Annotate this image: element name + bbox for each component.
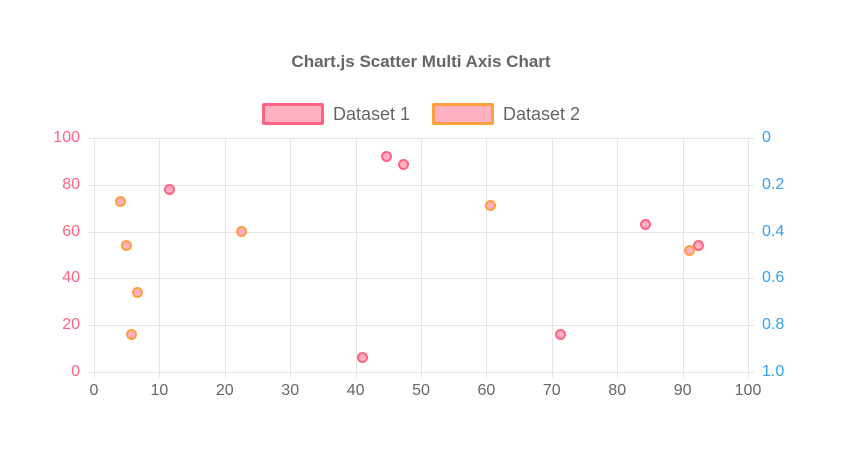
x-tick-mark	[486, 372, 488, 378]
x-tick-mark	[617, 372, 619, 378]
y-right-tick-label: 0	[762, 129, 771, 146]
scatter-point-dataset-1[interactable]	[398, 159, 410, 171]
y-right-tick-label: 0.4	[762, 222, 785, 240]
x-tick-label: 50	[412, 382, 430, 399]
x-tick-mark	[748, 372, 749, 378]
y-right-tick-mark	[748, 184, 754, 186]
legend-swatch-dataset-2	[432, 103, 494, 125]
x-tick-label: 100	[734, 382, 762, 399]
legend-item-dataset-2[interactable]: Dataset 2	[432, 103, 580, 125]
y-left-tick-mark	[88, 231, 94, 233]
scatter-point-dataset-2[interactable]	[121, 240, 133, 252]
gridline-x	[617, 138, 619, 372]
gridline-x	[290, 138, 292, 372]
y-left-tick-label: 0	[71, 363, 80, 380]
x-tick-mark	[421, 372, 422, 378]
x-tick-label: 10	[150, 382, 169, 399]
scatter-point-dataset-2[interactable]	[485, 200, 497, 212]
legend: Dataset 1 Dataset 2	[0, 101, 842, 127]
scatter-point-dataset-2[interactable]	[115, 195, 127, 207]
y-left-tick-mark	[88, 325, 94, 327]
gridline-x	[355, 138, 357, 372]
x-tick-mark	[355, 372, 357, 378]
x-tick-mark	[290, 372, 292, 378]
gridline-y	[94, 138, 748, 139]
y-left-tick-mark	[88, 138, 94, 139]
x-tick-label: 30	[281, 382, 300, 399]
gridline-y	[94, 231, 748, 233]
chart-title: Chart.js Scatter Multi Axis Chart	[291, 52, 551, 71]
y-right-tick-mark	[748, 138, 754, 139]
y-left-tick-label: 60	[62, 222, 80, 240]
y-left-tick-mark	[88, 372, 94, 373]
x-tick-label: 70	[542, 382, 561, 399]
y-left-tick-label: 80	[62, 175, 80, 193]
gridline-y	[94, 184, 748, 186]
scatter-point-dataset-2[interactable]	[684, 244, 696, 256]
y-left-tick-label: 20	[62, 316, 80, 334]
x-tick-label: 0	[89, 382, 99, 399]
legend-swatch-dataset-1	[261, 103, 324, 125]
y-right-tick-mark	[748, 372, 754, 373]
scatter-point-dataset-1[interactable]	[164, 183, 176, 195]
x-tick-mark	[94, 372, 95, 378]
gridline-x	[224, 138, 226, 372]
x-tick-label: 90	[673, 382, 692, 399]
scatter-point-dataset-1[interactable]	[356, 352, 368, 364]
x-tick-label: 80	[608, 382, 627, 399]
x-tick-mark	[551, 372, 553, 378]
x-tick-label: 60	[477, 382, 496, 399]
y-left-tick-label: 40	[62, 269, 80, 287]
scatter-point-dataset-2[interactable]	[125, 329, 137, 341]
legend-label-dataset-1: Dataset 1	[332, 104, 410, 124]
y-right-tick-label: 0.6	[762, 269, 785, 287]
gridline-x	[421, 138, 422, 372]
gridline-x	[551, 138, 553, 372]
gridline-y	[94, 325, 748, 327]
gridline-y	[94, 278, 748, 280]
gridline-x	[159, 138, 161, 372]
scatter-point-dataset-2[interactable]	[131, 286, 143, 298]
gridline-x	[748, 138, 749, 372]
gridline-x	[94, 138, 95, 372]
y-right-tick-mark	[748, 325, 754, 327]
legend-item-dataset-1[interactable]: Dataset 1	[261, 103, 410, 125]
x-tick-mark	[682, 372, 684, 378]
scatter-point-dataset-1[interactable]	[693, 240, 705, 252]
y-left-tick-mark	[88, 278, 94, 280]
gridline-x	[486, 138, 488, 372]
y-right-tick-label: 0.8	[762, 316, 785, 334]
y-right-tick-mark	[748, 278, 754, 280]
x-tick-label: 20	[215, 382, 234, 399]
y-right-tick-label: 0.2	[762, 175, 785, 193]
y-right-tick-mark	[748, 231, 754, 233]
gridline-x	[682, 138, 684, 372]
legend-label-dataset-2: Dataset 2	[503, 104, 581, 124]
y-left-tick-label: 100	[53, 129, 80, 146]
x-tick-mark	[224, 372, 226, 378]
x-tick-label: 40	[346, 382, 365, 399]
scatter-point-dataset-1[interactable]	[381, 150, 393, 162]
scatter-point-dataset-2[interactable]	[235, 226, 247, 238]
y-right-tick-label: 1.0	[762, 363, 785, 380]
gridline-y	[94, 372, 748, 373]
y-left-tick-mark	[88, 184, 94, 186]
scatter-point-dataset-1[interactable]	[554, 329, 566, 341]
x-tick-mark	[159, 372, 161, 378]
scatter-point-dataset-1[interactable]	[640, 219, 652, 231]
